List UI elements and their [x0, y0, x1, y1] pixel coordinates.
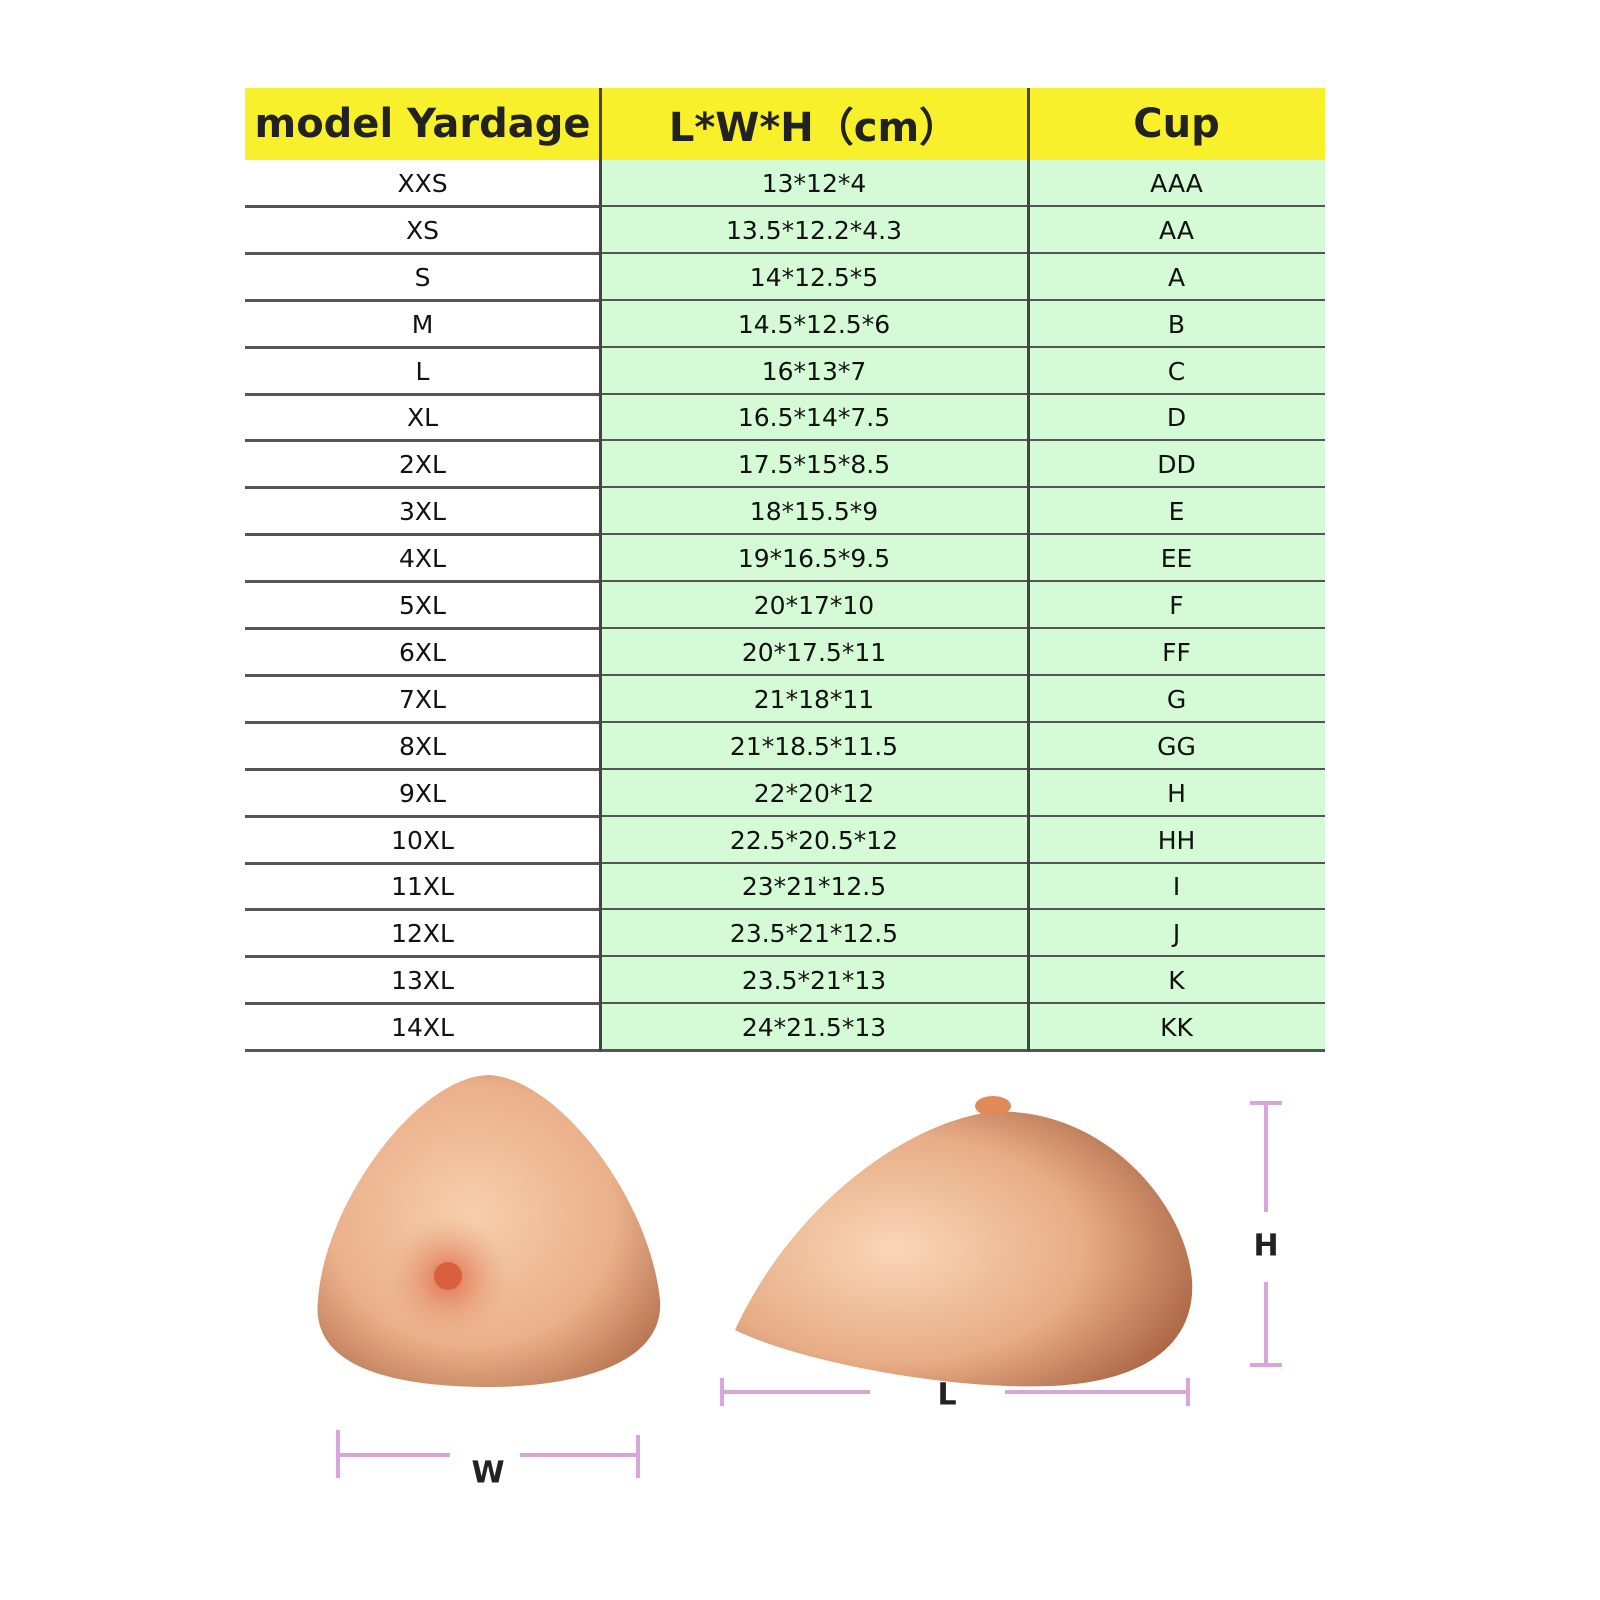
- table-cell: 21*18*11: [600, 675, 1028, 723]
- table-cell: 22*20*12: [600, 769, 1028, 817]
- table-cell: 13XL: [391, 966, 454, 996]
- table-cell: 19*16.5*9.5: [600, 535, 1028, 583]
- length-label: L: [937, 1378, 956, 1413]
- row-divider: [245, 814, 1325, 818]
- table-cell: A: [1028, 253, 1325, 301]
- table-cell: XL: [406, 403, 439, 433]
- table-cell: 4XL: [399, 544, 446, 574]
- table-cell: 18*15.5*9: [600, 488, 1028, 536]
- table-cell: FF: [1028, 629, 1325, 676]
- table-cell: 7XL: [399, 684, 446, 714]
- table-cell: S: [414, 262, 431, 292]
- table-cell: 11XL: [391, 872, 454, 902]
- front-form: [317, 1075, 661, 1387]
- table-cell: 20*17.5*11: [600, 629, 1028, 676]
- table-cell: L: [415, 356, 430, 386]
- row-divider: [245, 908, 1325, 912]
- row-divider: [245, 298, 1325, 302]
- table-cell: 2XL: [399, 450, 446, 480]
- table-cell: 16*13*7: [600, 347, 1028, 395]
- table-cell: B: [1028, 300, 1325, 348]
- table-cell: 14.5*12.5*6: [600, 300, 1028, 348]
- table-cell: GG: [1028, 722, 1325, 770]
- row-divider: [245, 204, 1325, 208]
- table-cell: AA: [1028, 206, 1325, 254]
- header-cell: Cup: [1028, 88, 1325, 160]
- table-cell: G: [1028, 675, 1325, 723]
- dimension-lines: [336, 1101, 1282, 1478]
- width-label: W: [471, 1456, 504, 1491]
- table-cell: 13.5*12.2*4.3: [600, 206, 1028, 254]
- table-cell: H: [1028, 769, 1325, 817]
- table-cell: 14*12.5*5: [600, 253, 1028, 301]
- row-divider: [245, 251, 1325, 255]
- table-cell: 9XL: [399, 778, 446, 808]
- table-cell: J: [1028, 910, 1325, 958]
- table-cell: 22.5*20.5*12: [600, 816, 1028, 864]
- table-cell: 13*12*4: [600, 160, 1028, 207]
- table-cell: D: [1028, 394, 1325, 442]
- table-cell: K: [1028, 957, 1325, 1005]
- row-divider: [245, 533, 1325, 537]
- table-cell: 5XL: [399, 591, 446, 621]
- row-divider: [245, 345, 1325, 349]
- table-cell: 21*18.5*11.5: [600, 722, 1028, 770]
- row-divider: [245, 861, 1325, 865]
- row-divider: [245, 1049, 1325, 1053]
- table-cell: 10XL: [391, 825, 454, 855]
- row-divider: [245, 486, 1325, 490]
- table-cell: HH: [1028, 816, 1325, 864]
- row-divider: [245, 392, 1325, 396]
- nipple: [975, 1096, 1011, 1116]
- table-cell: DD: [1028, 441, 1325, 489]
- table-cell: AAA: [1028, 160, 1325, 207]
- table-cell: 24*21.5*13: [600, 1004, 1028, 1052]
- row-divider: [245, 767, 1325, 771]
- column-divider: [1027, 88, 1030, 1052]
- table-cell: C: [1028, 347, 1325, 395]
- nipple: [434, 1262, 462, 1290]
- table-cell: EE: [1028, 535, 1325, 583]
- table-cell: 12XL: [391, 919, 454, 949]
- row-divider: [245, 439, 1325, 443]
- table-cell: 6XL: [399, 637, 446, 667]
- table-cell: F: [1028, 582, 1325, 629]
- header-cell: model Yardage: [245, 88, 600, 160]
- table-cell: 3XL: [399, 497, 446, 527]
- table-cell: E: [1028, 488, 1325, 536]
- table-cell: 23*21*12.5: [600, 863, 1028, 911]
- table-cell: 23.5*21*12.5: [600, 910, 1028, 958]
- row-divider: [245, 627, 1325, 630]
- table-cell: 14XL: [391, 1013, 454, 1043]
- row-divider: [245, 1002, 1325, 1006]
- table-cell: XXS: [397, 168, 448, 198]
- table-cell: 17.5*15*8.5: [600, 441, 1028, 489]
- column-divider: [599, 88, 602, 1052]
- row-divider: [245, 720, 1325, 724]
- table-cell: I: [1028, 863, 1325, 911]
- side-form: [735, 1111, 1193, 1387]
- table-cell: 16.5*14*7.5: [600, 394, 1028, 442]
- height-label: H: [1253, 1229, 1278, 1264]
- table-cell: 23.5*21*13: [600, 957, 1028, 1005]
- table-cell: M: [411, 309, 434, 339]
- table-cell: KK: [1028, 1004, 1325, 1052]
- table-cell: 8XL: [399, 731, 446, 761]
- table-cell: 20*17*10: [600, 582, 1028, 629]
- row-divider: [245, 673, 1325, 677]
- row-divider: [245, 955, 1325, 959]
- header-cell: L*W*H（cm）: [600, 88, 1028, 160]
- row-divider: [245, 580, 1325, 584]
- table-cell: XS: [406, 215, 439, 245]
